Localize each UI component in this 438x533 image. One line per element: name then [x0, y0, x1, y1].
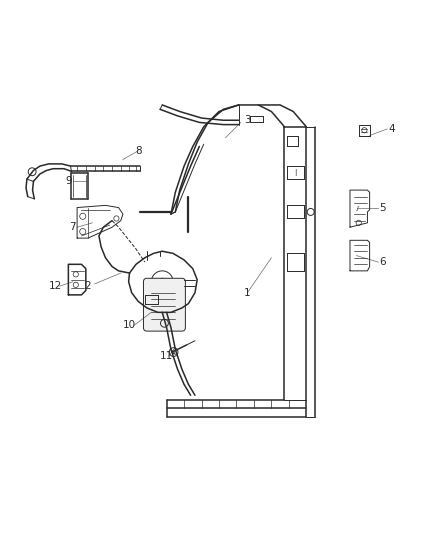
Text: 9: 9: [65, 176, 72, 187]
Text: J: J: [357, 206, 358, 212]
FancyBboxPatch shape: [144, 278, 185, 331]
Text: 10: 10: [123, 320, 136, 330]
Text: 12: 12: [49, 281, 62, 291]
Text: 4: 4: [388, 124, 395, 134]
Text: 11: 11: [160, 351, 173, 361]
Text: 5: 5: [379, 203, 386, 213]
Text: 7: 7: [69, 222, 76, 232]
Text: 2: 2: [85, 281, 92, 291]
Text: |: |: [294, 169, 297, 176]
Text: 1: 1: [244, 288, 251, 298]
Text: 3: 3: [244, 115, 251, 125]
Text: 8: 8: [135, 146, 141, 156]
Text: 6: 6: [379, 257, 386, 267]
